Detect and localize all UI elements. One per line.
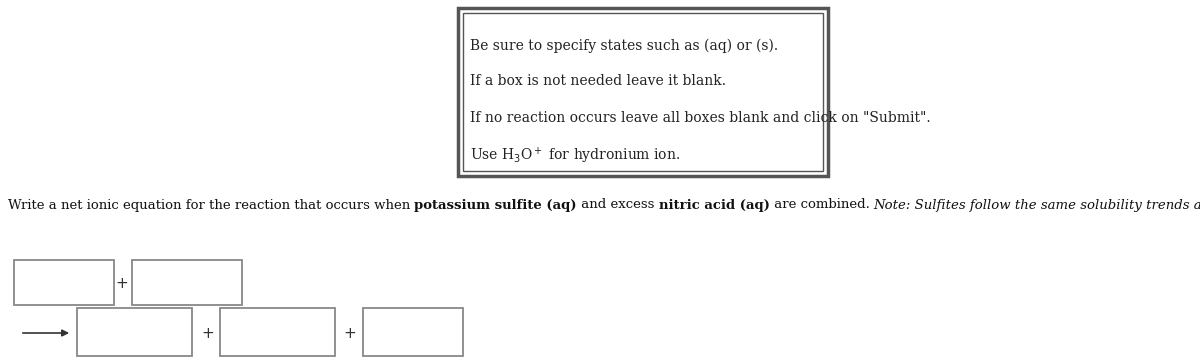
Bar xyxy=(14,260,114,305)
Text: and excess: and excess xyxy=(577,198,659,211)
Text: If no reaction occurs leave all boxes blank and click on "Submit".: If no reaction occurs leave all boxes bl… xyxy=(470,111,931,125)
Text: nitric acid (aq): nitric acid (aq) xyxy=(659,198,769,211)
Text: +: + xyxy=(202,325,215,340)
Bar xyxy=(220,308,335,356)
Text: Use H$_3$O$^+$ for hydronium ion.: Use H$_3$O$^+$ for hydronium ion. xyxy=(470,146,680,166)
Text: are combined.: are combined. xyxy=(769,198,874,211)
Bar xyxy=(77,308,192,356)
Bar xyxy=(458,8,828,176)
Text: +: + xyxy=(343,325,356,340)
Text: potassium sulfite (aq): potassium sulfite (aq) xyxy=(414,198,577,211)
Bar xyxy=(364,308,463,356)
Text: +: + xyxy=(115,276,128,290)
Bar xyxy=(463,13,823,171)
Bar xyxy=(132,260,242,305)
Text: Write a net ionic equation for the reaction that occurs when: Write a net ionic equation for the react… xyxy=(8,198,414,211)
Text: Be sure to specify states such as (aq) or (s).: Be sure to specify states such as (aq) o… xyxy=(470,39,778,53)
Text: Note: Sulfites follow the same solubility trends as sulfates.: Note: Sulfites follow the same solubilit… xyxy=(874,198,1200,211)
Text: If a box is not needed leave it blank.: If a box is not needed leave it blank. xyxy=(470,74,726,88)
